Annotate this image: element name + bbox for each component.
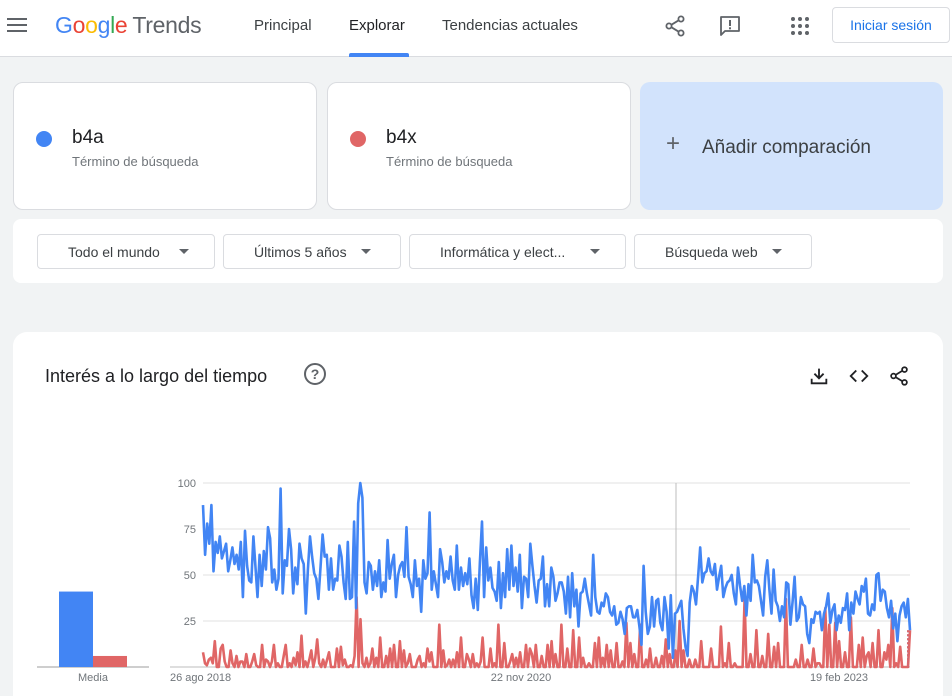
top-app-bar: Google Trends Principal Explorar Tendenci…: [0, 0, 952, 57]
filter-search-type[interactable]: Búsqueda web: [634, 234, 812, 269]
share-icon[interactable]: [663, 14, 687, 38]
filter-region[interactable]: Todo el mundo: [37, 234, 215, 269]
help-icon[interactable]: ?: [304, 363, 326, 385]
term-type: Término de búsqueda: [72, 154, 199, 169]
term-name: b4x: [386, 127, 417, 148]
nav-tendencias-actuales[interactable]: Tendencias actuales: [442, 17, 578, 34]
filter-category-label: Informática y elect...: [440, 244, 566, 260]
chart-title: Interés a lo largo del tiempo: [45, 366, 268, 386]
filter-region-label: Todo el mundo: [68, 244, 160, 260]
google-trends-logo[interactable]: Google Trends: [55, 12, 202, 39]
nav-principal[interactable]: Principal: [254, 17, 312, 34]
filter-search-type-label: Búsqueda web: [665, 244, 758, 260]
filter-bar: Todo el mundo Últimos 5 años Informática…: [13, 219, 943, 283]
term-color-dot: [350, 131, 366, 147]
active-tab-indicator: [349, 53, 409, 57]
dropdown-caret-icon: [361, 249, 371, 254]
add-comparison-button[interactable]: + Añadir comparación: [640, 82, 943, 210]
logo-google: Google: [55, 12, 128, 38]
interest-over-time-card: Interés a lo largo del tiempo ?: [13, 332, 943, 696]
menu-icon[interactable]: [7, 15, 27, 35]
download-icon[interactable]: [808, 365, 830, 387]
dropdown-caret-icon: [590, 249, 600, 254]
feedback-icon[interactable]: [718, 14, 742, 38]
embed-icon[interactable]: [848, 365, 870, 387]
signin-button[interactable]: Iniciar sesión: [832, 7, 950, 43]
plus-icon: +: [666, 130, 681, 157]
term-card-b4x[interactable]: b4x Término de búsqueda: [327, 82, 631, 210]
filter-time-label: Últimos 5 años: [254, 244, 347, 260]
dropdown-caret-icon: [179, 249, 189, 254]
logo-trends: Trends: [132, 12, 202, 38]
term-color-dot: [36, 131, 52, 147]
add-comparison-label: Añadir comparación: [702, 137, 871, 158]
term-type: Término de búsqueda: [386, 154, 513, 169]
term-card-b4a[interactable]: b4a Término de búsqueda: [13, 82, 317, 210]
nav-explorar[interactable]: Explorar: [349, 17, 405, 34]
share-icon[interactable]: [888, 365, 910, 387]
apps-icon[interactable]: [788, 14, 812, 38]
term-name: b4a: [72, 127, 104, 148]
dropdown-caret-icon: [772, 249, 782, 254]
filter-category[interactable]: Informática y elect...: [409, 234, 626, 269]
filter-time-range[interactable]: Últimos 5 años: [223, 234, 401, 269]
